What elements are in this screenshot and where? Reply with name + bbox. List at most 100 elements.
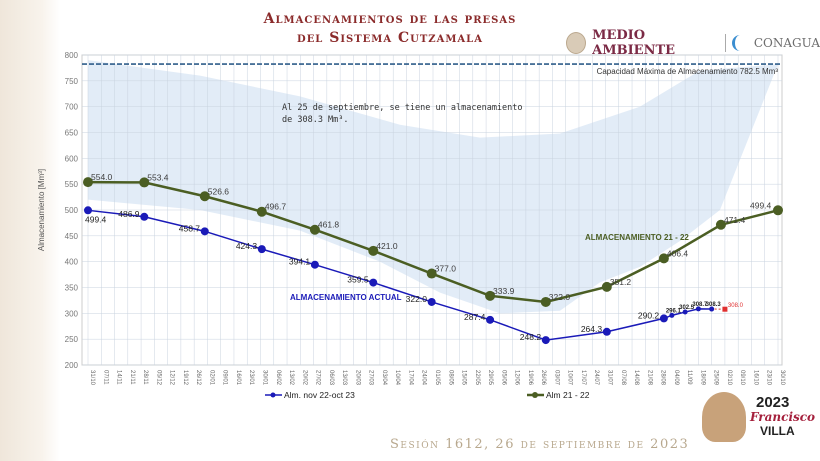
y-tick-label: 700	[65, 103, 79, 112]
x-tick-label: 17/04	[407, 370, 413, 386]
data-label-alm-21-22: 421.0	[376, 241, 398, 251]
data-point-alm-21-22	[658, 253, 669, 264]
data-label-alm-21-22: 333.9	[493, 286, 515, 296]
data-point-alm-21-22	[715, 219, 726, 230]
decorative-pattern	[0, 0, 60, 461]
data-label-alm-actual: 308.3	[706, 302, 722, 308]
x-tick-label: 09/10	[739, 370, 745, 386]
x-tick-label: 13/02	[288, 370, 294, 386]
x-tick-label: 16/10	[752, 370, 758, 386]
y-tick-label: 650	[65, 129, 79, 138]
data-point-alm-actual	[602, 327, 611, 336]
y-tick-label: 350	[65, 284, 79, 293]
capacity-label: Capacidad Máxima de Almacenamiento 782.5…	[597, 67, 779, 76]
x-tick-label: 18/09	[699, 370, 705, 386]
x-tick-label: 15/05	[461, 370, 467, 386]
x-tick-label: 20/03	[354, 370, 360, 386]
data-point-alm-actual	[695, 306, 701, 312]
data-label-alm-actual: 499.4	[85, 214, 107, 224]
data-point-alm-21-22	[540, 296, 551, 307]
x-tick-label: 11/09	[686, 370, 692, 385]
y-axis-label: Almacenamiento [Mm³]	[37, 169, 46, 251]
x-tick-label: 06/03	[328, 370, 334, 386]
data-point-alm-actual	[140, 212, 149, 221]
x-tick-label: 03/04	[381, 370, 387, 386]
annotation-line-2: de 308.3 Mm³.	[282, 115, 349, 125]
data-label-alm-21-22: 351.2	[610, 277, 632, 287]
data-point-alm-actual	[669, 312, 675, 318]
x-tick-label: 26/06	[540, 370, 546, 386]
francisco-villa-logo: 2023 Francisco VILLA	[700, 388, 815, 446]
data-label-alm-21-22: 377.0	[435, 264, 457, 274]
x-tick-label: 19/06	[527, 370, 533, 386]
x-tick-label: 19/12	[182, 370, 188, 386]
legend-label-21-22: Alm 21 - 22	[546, 390, 590, 400]
title-line-1: Almacenamientos de las presas	[263, 11, 517, 27]
x-tick-label: 20/02	[301, 370, 307, 386]
title-line-2: del Sistema Cutzamala	[297, 30, 483, 46]
data-point-alm-actual	[541, 336, 550, 345]
data-point-alm-actual	[659, 314, 668, 323]
data-point-alm-actual	[84, 206, 92, 215]
x-tick-label: 13/03	[341, 370, 347, 386]
x-tick-label: 24/04	[421, 370, 427, 386]
data-label-alm-21-22: 471.4	[724, 215, 746, 225]
x-tick-label: 03/07	[553, 370, 559, 386]
x-tick-label: 02/01	[208, 370, 214, 386]
y-tick-label: 200	[65, 361, 79, 370]
x-tick-label: 12/06	[514, 370, 520, 386]
x-tick-label: 27/02	[315, 370, 321, 386]
session-footer: Sesión 1612, 26 de septiembre de 2023	[390, 437, 690, 452]
y-tick-label: 750	[65, 77, 79, 86]
x-tick-label: 24/07	[593, 370, 599, 386]
data-point-alm-actual	[682, 309, 688, 315]
series-callout-actual: ALMACENAMIENTO ACTUAL	[290, 293, 402, 302]
y-tick-label: 300	[65, 309, 79, 318]
x-tick-label: 23/10	[766, 370, 772, 386]
x-tick-label: 10/04	[394, 370, 400, 386]
x-tick-label: 12/12	[169, 370, 175, 386]
logo-name: Francisco	[750, 410, 816, 424]
x-tick-label: 05/06	[500, 370, 506, 386]
conagua-icon	[732, 35, 748, 51]
data-label-alm-actual: 290.2	[638, 310, 660, 320]
data-label-alm-actual: 308.7	[692, 302, 708, 308]
x-tick-label: 09/01	[222, 370, 228, 386]
x-tick-label: 27/03	[368, 370, 374, 386]
data-label-alm-21-22: 461.8	[318, 220, 340, 230]
data-label-alm-21-22: 322.0	[549, 292, 571, 302]
data-point-alm-actual	[709, 306, 715, 312]
data-point-alm-actual	[486, 315, 495, 324]
x-tick-label: 05/12	[155, 370, 161, 386]
logo-surname: VILLA	[760, 424, 795, 438]
data-label-alm-actual: 424.3	[236, 241, 258, 251]
data-point-alm-actual	[310, 260, 319, 269]
x-tick-label: 29/05	[487, 370, 493, 386]
data-label-alm-actual: 322.0	[406, 294, 428, 304]
y-tick-label: 500	[65, 206, 79, 215]
x-tick-label: 04/09	[673, 370, 679, 386]
legend-marker-21-22	[532, 392, 538, 398]
x-tick-label: 28/11	[142, 370, 148, 385]
data-point-alm-21-22	[601, 281, 612, 292]
data-point-alm-21-22	[426, 268, 437, 279]
x-tick-label: 23/01	[248, 370, 254, 386]
x-tick-label: 31/10	[89, 370, 95, 386]
legend-marker-actual	[270, 392, 276, 398]
data-point-alm-21-22	[485, 290, 496, 301]
seal-icon	[566, 32, 587, 54]
x-tick-label: 14/11	[116, 370, 122, 385]
data-point-forecast	[722, 306, 728, 312]
data-point-alm-actual	[257, 245, 266, 254]
x-tick-label: 30/10	[779, 370, 785, 386]
data-label-alm-21-22: 499.4	[750, 200, 772, 210]
x-tick-label: 10/07	[567, 370, 573, 386]
data-label-alm-actual: 302.5	[679, 305, 695, 311]
medio-ambiente-logo: MEDIO AMBIENTE	[592, 28, 676, 58]
logo-year: 2023	[756, 394, 790, 411]
conagua-logo: CONAGUA	[753, 36, 820, 50]
x-tick-label: 21/11	[129, 370, 135, 385]
data-label-alm-actual: 486.9	[118, 209, 140, 219]
data-label-alm-actual: 394.1	[289, 257, 311, 267]
